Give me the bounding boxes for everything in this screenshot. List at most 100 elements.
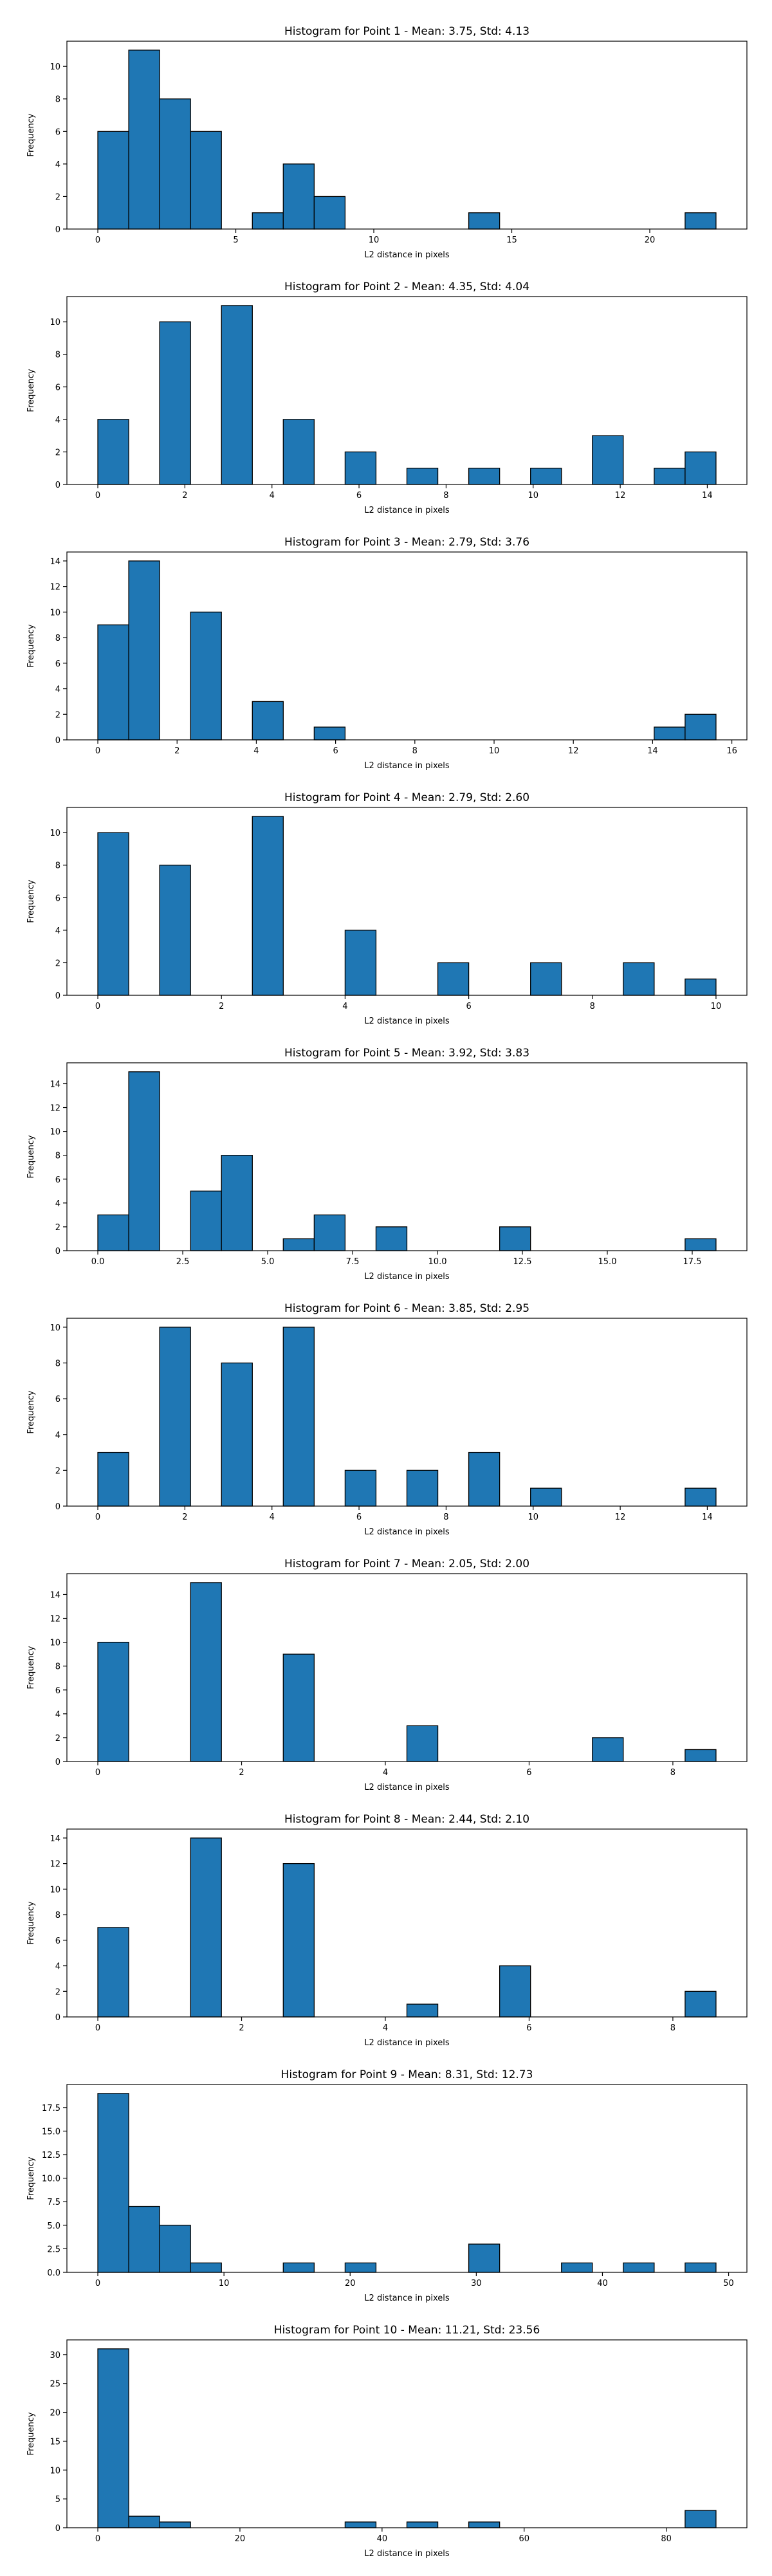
x-axis-label: L2 distance in pixels xyxy=(364,2549,450,2559)
y-tick-label: 10 xyxy=(50,1128,60,1137)
y-tick-label: 10 xyxy=(50,608,60,618)
x-tick-label: 10 xyxy=(528,1513,538,1522)
chart-title: Histogram for Point 4 - Mean: 2.79, Std:… xyxy=(284,791,529,804)
y-tick-label: 8 xyxy=(55,1911,60,1920)
y-tick-label: 12.5 xyxy=(42,2151,60,2160)
chart-panel-1: Histogram for Point 1 - Mean: 3.75, Std:… xyxy=(26,25,748,260)
chart-title: Histogram for Point 10 - Mean: 11.21, St… xyxy=(274,2324,540,2337)
chart-panel-4: Histogram for Point 4 - Mean: 2.79, Std:… xyxy=(26,791,748,1026)
x-tick-label: 12 xyxy=(568,746,579,756)
x-tick-label: 8 xyxy=(443,491,448,501)
y-tick-label: 20 xyxy=(50,2409,60,2418)
y-tick-label: 4 xyxy=(55,416,60,425)
y-tick-label: 4 xyxy=(55,1199,60,1209)
x-tick-label: 10 xyxy=(489,746,500,756)
x-tick-label: 40 xyxy=(377,2534,388,2544)
x-tick-label: 4 xyxy=(342,1002,347,1011)
chart-panel-8: Histogram for Point 8 - Mean: 2.44, Std:… xyxy=(26,1813,748,2048)
x-tick-label: 6 xyxy=(356,1513,362,1522)
histogram-bar xyxy=(592,1737,624,1762)
y-axis-label: Frequency xyxy=(26,879,36,923)
histogram-bar xyxy=(221,1155,253,1251)
y-tick-label: 2.5 xyxy=(47,2245,60,2254)
histogram-bar xyxy=(499,1965,531,2018)
y-tick-label: 2 xyxy=(55,1987,60,1997)
histogram-bar xyxy=(685,713,717,741)
histogram-bar xyxy=(97,1641,129,1762)
x-tick-label: 40 xyxy=(597,2279,608,2288)
y-tick-label: 6 xyxy=(55,1686,60,1696)
y-tick-label: 6 xyxy=(55,1395,60,1404)
chart-title: Histogram for Point 8 - Mean: 2.44, Std:… xyxy=(284,1813,529,1826)
y-tick-label: 14 xyxy=(50,557,60,567)
histogram-bar xyxy=(530,962,562,996)
x-axis-label: L2 distance in pixels xyxy=(364,1783,450,1792)
y-tick-label: 12 xyxy=(50,1615,60,1624)
histogram-bar xyxy=(313,726,346,741)
y-tick-label: 30 xyxy=(50,2351,60,2360)
histogram-bar xyxy=(190,131,222,230)
chart-panel-7: Histogram for Point 7 - Mean: 2.05, Std:… xyxy=(26,1558,748,1792)
histogram-bar xyxy=(499,1226,531,1251)
histogram-bar xyxy=(685,979,717,996)
histogram-bar xyxy=(468,2521,501,2528)
histogram-bar xyxy=(190,1190,222,1251)
chart-panel-9: Histogram for Point 9 - Mean: 8.31, Std:… xyxy=(26,2068,748,2303)
x-axis-label: L2 distance in pixels xyxy=(364,1272,450,1282)
histogram-bar xyxy=(468,1451,501,1507)
x-axis-label: L2 distance in pixels xyxy=(364,1527,450,1537)
y-tick-label: 0 xyxy=(55,2524,60,2534)
histogram-bar xyxy=(530,468,562,485)
chart-title: Histogram for Point 6 - Mean: 3.85, Std:… xyxy=(284,1302,529,1315)
x-tick-label: 12 xyxy=(615,491,626,501)
chart-panel-6: Histogram for Point 6 - Mean: 3.85, Std:… xyxy=(26,1302,748,1537)
y-tick-label: 2 xyxy=(55,448,60,457)
y-tick-label: 8 xyxy=(55,351,60,360)
x-tick-label: 12 xyxy=(615,1513,626,1522)
y-tick-label: 10.0 xyxy=(42,2175,60,2184)
histogram-bar xyxy=(282,1327,315,1507)
y-tick-label: 12 xyxy=(50,1104,60,1114)
x-tick-label: 2 xyxy=(182,1513,187,1522)
y-tick-label: 8 xyxy=(55,1662,60,1672)
y-tick-label: 2 xyxy=(55,1223,60,1233)
y-tick-label: 14 xyxy=(50,1834,60,1844)
histogram-bar xyxy=(530,1487,562,1507)
histogram-bar xyxy=(252,816,284,996)
y-tick-label: 8 xyxy=(55,634,60,643)
x-tick-label: 5.0 xyxy=(261,1257,275,1267)
y-tick-label: 10 xyxy=(50,829,60,838)
histogram-bar xyxy=(654,468,686,485)
x-axis-label: L2 distance in pixels xyxy=(364,250,450,260)
histogram-bar xyxy=(282,419,315,485)
histogram-bar xyxy=(159,321,191,485)
plot-frame xyxy=(66,1828,748,2018)
x-tick-label: 2 xyxy=(239,2023,244,2033)
plot-frame xyxy=(66,1062,748,1251)
plot-frame xyxy=(66,551,748,741)
histogram-bar xyxy=(406,2003,439,2018)
histogram-bar xyxy=(561,2262,593,2273)
y-tick-label: 6 xyxy=(55,127,60,137)
histogram-bar xyxy=(190,1582,222,1762)
y-axis-label: Frequency xyxy=(26,2157,36,2200)
y-tick-label: 2 xyxy=(55,1466,60,1476)
histogram-bar xyxy=(190,2262,222,2273)
histogram-bar xyxy=(97,832,129,996)
histogram-bar xyxy=(97,624,129,741)
x-tick-label: 2 xyxy=(239,1768,244,1778)
histogram-bar xyxy=(128,50,160,230)
x-tick-label: 30 xyxy=(471,2279,482,2288)
y-tick-label: 25 xyxy=(50,2380,60,2389)
x-tick-label: 0 xyxy=(95,2023,100,2033)
x-tick-label: 16 xyxy=(726,746,737,756)
x-tick-label: 14 xyxy=(702,1513,713,1522)
x-tick-label: 0 xyxy=(95,235,100,245)
x-tick-label: 17.5 xyxy=(683,1257,702,1267)
histogram-bar xyxy=(685,1991,717,2018)
x-tick-label: 0 xyxy=(95,746,100,756)
histogram-bar xyxy=(685,1749,717,1762)
y-tick-label: 14 xyxy=(50,1080,60,1089)
x-tick-label: 6 xyxy=(526,2023,531,2033)
